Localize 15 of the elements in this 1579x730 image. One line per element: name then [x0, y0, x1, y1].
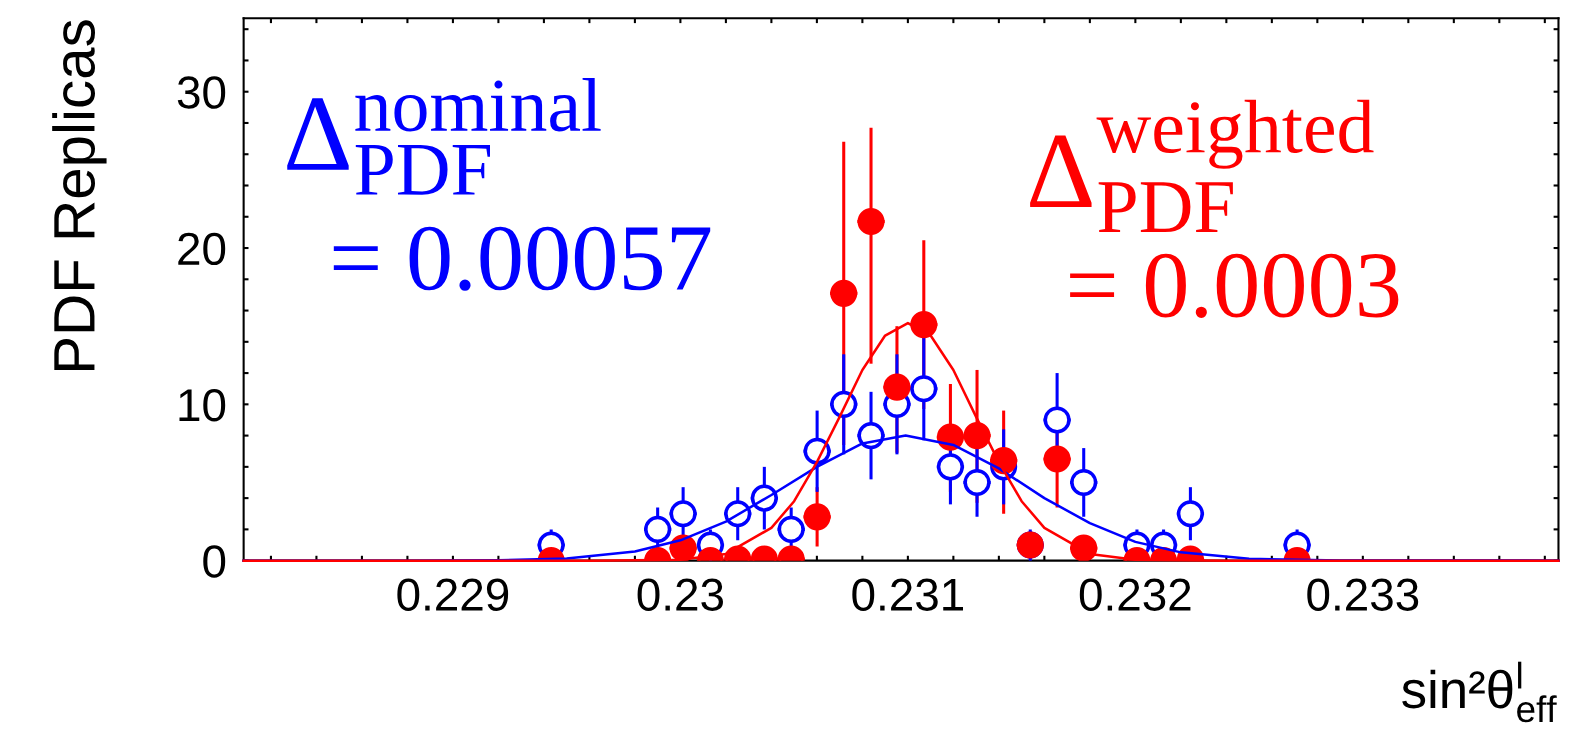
annotation: Δ$^{nominal}$$_{PDF}$: [287, 78, 601, 195]
y-tick-label: 10: [179, 388, 226, 422]
x-axis-title: sin²θ$^{l}$$_{eff}$: [1402, 661, 1557, 723]
annotation: = 0.00057: [333, 226, 711, 291]
x-tick-label: 0.233: [1307, 578, 1419, 611]
annotation: Δ$^{weighted}$$_{PDF}$: [1030, 99, 1374, 233]
x-tick-label: 0.232: [1079, 578, 1191, 611]
y-tick-label: 0: [203, 545, 226, 578]
y-axis-title: PDF Replicas: [52, 20, 107, 371]
x-tick-label: 0.231: [852, 578, 963, 611]
x-tick-label: 0.23: [637, 578, 723, 611]
y-tick-label: 30: [177, 76, 226, 109]
annotation: = 0.0003: [1070, 253, 1399, 318]
y-tick-label: 20: [178, 232, 226, 266]
x-tick-label: 0.229: [397, 578, 509, 611]
